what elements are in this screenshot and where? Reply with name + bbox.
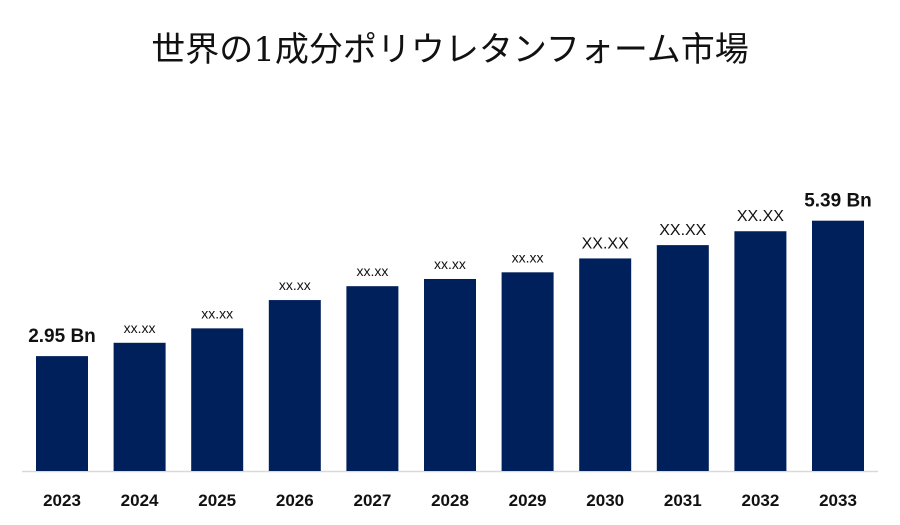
bar-2032 — [734, 231, 787, 471]
data-label-2031: XX.XX — [659, 222, 706, 239]
chart-title: 世界の1成分ポリウレタンフォーム市場 — [151, 30, 749, 70]
data-label-2028: xx.xx — [434, 256, 466, 272]
data-label-2029: xx.xx — [512, 249, 544, 265]
bar-2028 — [424, 278, 476, 471]
x-tick-2030: 2030 — [586, 491, 624, 510]
data-label-2033: 5.39 Bn — [804, 191, 872, 212]
data-label-2024: xx.xx — [124, 320, 156, 336]
x-tick-2029: 2029 — [509, 491, 547, 510]
bar-2033 — [812, 220, 864, 471]
data-label-2032: XX.XX — [737, 208, 784, 225]
data-label-2027: xx.xx — [356, 263, 388, 279]
x-tick-2027: 2027 — [353, 491, 391, 510]
bar-2030 — [579, 258, 632, 471]
bar-2029 — [501, 272, 554, 471]
x-tick-2023: 2023 — [43, 491, 81, 510]
bar-2026 — [268, 300, 321, 471]
x-tick-2032: 2032 — [741, 491, 779, 510]
x-tick-2024: 2024 — [121, 491, 159, 510]
x-tick-2026: 2026 — [276, 491, 314, 510]
x-tick-2031: 2031 — [664, 491, 702, 510]
data-label-2025: xx.xx — [201, 305, 233, 321]
bar-2024 — [113, 342, 166, 471]
data-label-2023: 2.95 Bn — [28, 326, 96, 347]
x-tick-2028: 2028 — [431, 491, 469, 510]
data-label-2026: xx.xx — [279, 277, 311, 293]
x-tick-2033: 2033 — [819, 491, 857, 510]
bar-2027 — [346, 286, 399, 471]
x-tick-2025: 2025 — [198, 491, 236, 510]
bar-2031 — [656, 245, 709, 471]
bar-2023 — [36, 356, 88, 471]
bar-2025 — [191, 328, 244, 471]
data-label-2030: XX.XX — [582, 235, 629, 252]
